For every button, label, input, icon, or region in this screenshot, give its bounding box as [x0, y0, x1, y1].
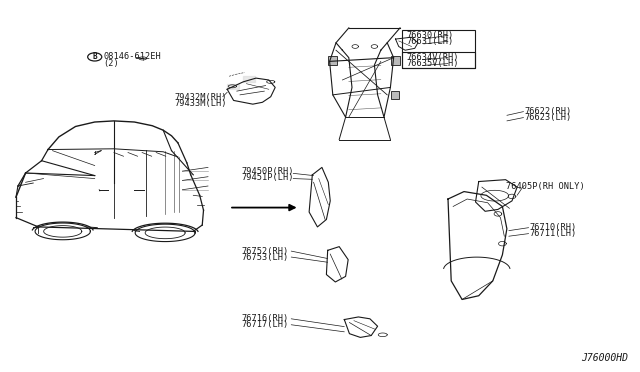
Text: 76753(LH): 76753(LH)	[242, 253, 289, 262]
Polygon shape	[328, 56, 337, 65]
Polygon shape	[227, 84, 239, 89]
Text: 76752(RH): 76752(RH)	[242, 247, 289, 256]
Text: J76000HD: J76000HD	[582, 353, 628, 363]
Text: 76405P(RH ONLY): 76405P(RH ONLY)	[506, 182, 584, 190]
Text: (2): (2)	[104, 59, 120, 68]
Text: 76631(LH): 76631(LH)	[406, 37, 454, 46]
Text: 79451P(LH): 79451P(LH)	[242, 173, 294, 182]
Text: 79433M(LH): 79433M(LH)	[175, 99, 227, 108]
Text: 76630(RH): 76630(RH)	[406, 31, 454, 40]
Text: 08146-612EH: 08146-612EH	[104, 52, 161, 61]
Text: 76717(LH): 76717(LH)	[242, 320, 289, 329]
Text: 79450P(RH): 79450P(RH)	[242, 167, 294, 176]
Polygon shape	[391, 56, 400, 65]
Text: 76710(RH): 76710(RH)	[530, 223, 577, 232]
Text: 76634V(RH): 76634V(RH)	[406, 53, 459, 62]
Text: 76623(LH): 76623(LH)	[525, 113, 572, 122]
Text: 76622(RH): 76622(RH)	[525, 107, 572, 116]
Text: B: B	[92, 52, 97, 61]
Polygon shape	[391, 91, 399, 99]
Text: 79432M(RH): 79432M(RH)	[175, 93, 227, 102]
Polygon shape	[243, 76, 255, 82]
Text: 76635V(LH): 76635V(LH)	[406, 59, 459, 68]
Text: 76711(LH): 76711(LH)	[530, 229, 577, 238]
Text: 76716(RH): 76716(RH)	[242, 314, 289, 323]
